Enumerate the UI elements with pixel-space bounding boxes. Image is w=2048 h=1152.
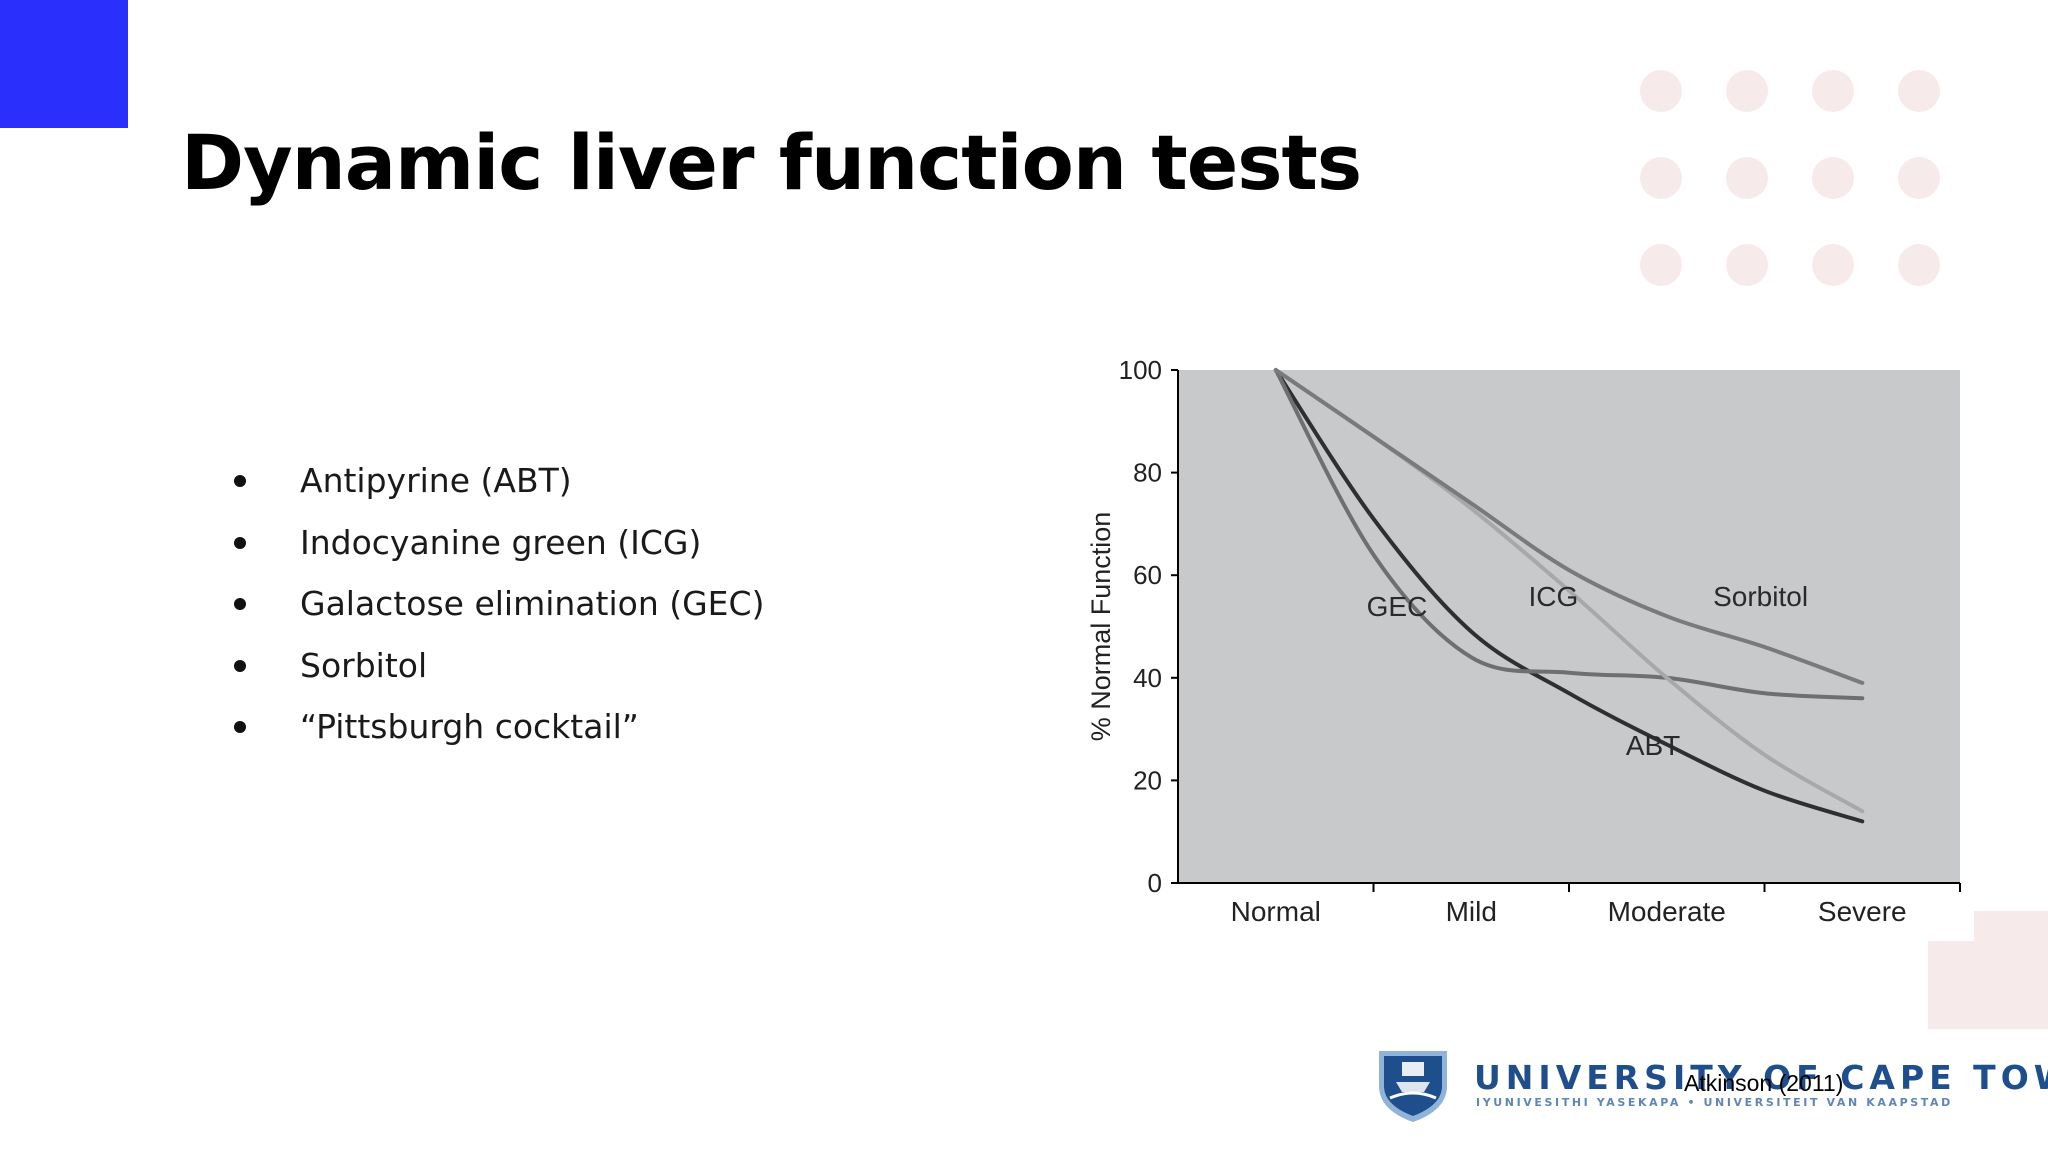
university-subtitle: IYUNIVESITHI YASEKAPA • UNIVERSITEIT VAN… xyxy=(1476,1096,1953,1109)
series-label: GEC xyxy=(1367,591,1428,622)
university-name: UNIVERSITY OF CAPE TOWN xyxy=(1474,1058,2048,1097)
bullet-item: Antipyrine (ABT) xyxy=(232,450,764,512)
decorative-rectangle xyxy=(1928,941,2048,1029)
decorative-rectangle xyxy=(1974,911,2048,941)
decorative-dot xyxy=(1726,244,1768,286)
decorative-dot xyxy=(1726,70,1768,112)
decorative-dot xyxy=(1898,70,1940,112)
y-tick-label: 0 xyxy=(1148,868,1162,898)
decorative-dot xyxy=(1898,244,1940,286)
x-tick-label: Moderate xyxy=(1608,896,1726,927)
bullet-item: Galactose elimination (GEC) xyxy=(232,573,764,635)
decorative-dot xyxy=(1812,244,1854,286)
decorative-dot xyxy=(1812,70,1854,112)
liver-function-chart: 0 20 40 60 80 100 Normal Mild Moderate Severe % No… xyxy=(1086,355,1961,927)
bullet-item: “Pittsburgh cocktail” xyxy=(232,696,764,758)
series-label: Sorbitol xyxy=(1713,581,1808,612)
decorative-dot xyxy=(1640,244,1682,286)
x-tick-label: Severe xyxy=(1818,896,1907,927)
decorative-dot xyxy=(1898,157,1940,199)
bullet-list: Antipyrine (ABT) Indocyanine green (ICG)… xyxy=(232,450,764,758)
decorative-dot xyxy=(1726,157,1768,199)
series-line-abt xyxy=(1273,368,1865,824)
bullet-item: Indocyanine green (ICG) xyxy=(232,512,764,574)
y-tick-label: 100 xyxy=(1119,355,1162,385)
y-axis-title: % Normal Function xyxy=(1086,512,1116,742)
citation: Atkinson (2011) xyxy=(1684,1070,1844,1096)
y-tick-label: 20 xyxy=(1133,765,1162,795)
series-line-sorbitol xyxy=(1273,368,1865,685)
x-tick-label: Normal xyxy=(1231,896,1321,927)
plot-background xyxy=(1178,370,1960,883)
decorative-dot xyxy=(1640,157,1682,199)
series-label: ABT xyxy=(1626,730,1680,761)
series-label: ICG xyxy=(1528,581,1578,612)
university-crest-logo xyxy=(1379,1051,1447,1122)
decorative-dot-grid xyxy=(1640,70,1970,310)
y-tick-label: 80 xyxy=(1133,458,1162,488)
x-tick-label: Mild xyxy=(1446,896,1497,927)
y-tick-label: 60 xyxy=(1133,560,1162,590)
y-tick-label: 40 xyxy=(1133,663,1162,693)
series-line-gec xyxy=(1273,368,1865,701)
decorative-dot xyxy=(1812,157,1854,199)
decorative-dot xyxy=(1640,70,1682,112)
accent-block xyxy=(0,0,128,128)
bullet-item: Sorbitol xyxy=(232,635,764,697)
slide-title: Dynamic liver function tests xyxy=(181,118,1362,207)
